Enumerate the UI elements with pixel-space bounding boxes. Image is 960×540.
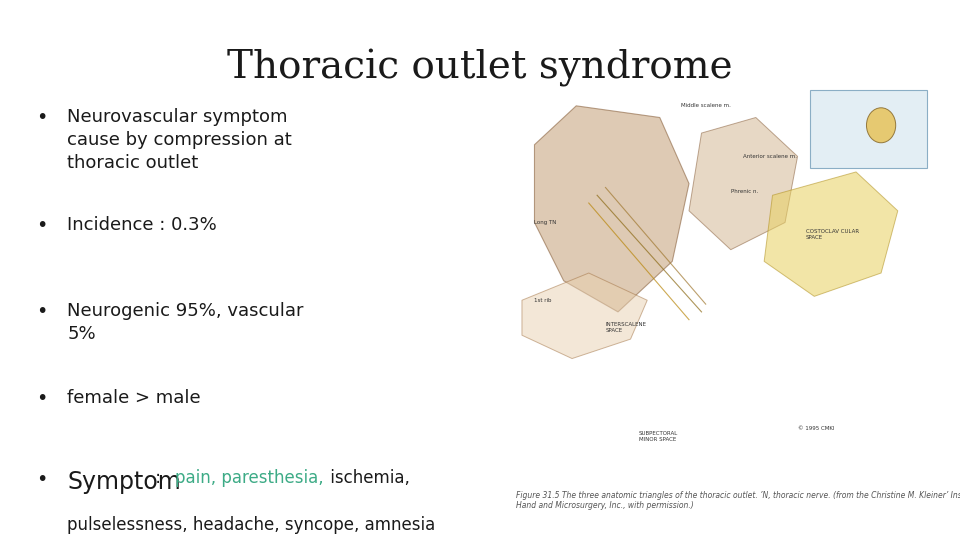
Polygon shape xyxy=(522,273,647,359)
Text: •: • xyxy=(36,302,48,321)
Text: •: • xyxy=(36,470,48,489)
Text: 1st rib: 1st rib xyxy=(535,298,552,303)
Text: Anterior scalene m.: Anterior scalene m. xyxy=(743,154,797,159)
Text: Symptom: Symptom xyxy=(67,470,180,494)
Text: © 1995 CMKI: © 1995 CMKI xyxy=(798,426,834,431)
Text: pain, paresthesia,: pain, paresthesia, xyxy=(175,469,324,487)
FancyBboxPatch shape xyxy=(810,90,927,168)
Text: Neurogenic 95%, vascular
5%: Neurogenic 95%, vascular 5% xyxy=(67,302,303,343)
Polygon shape xyxy=(689,118,798,249)
Text: Incidence : 0.3%: Incidence : 0.3% xyxy=(67,216,217,234)
Text: ischemia,: ischemia, xyxy=(324,469,410,487)
Text: COSTOCLAV CULAR
SPACE: COSTOCLAV CULAR SPACE xyxy=(805,229,859,240)
Text: SUBPECTORAL
MINOR SPACE: SUBPECTORAL MINOR SPACE xyxy=(639,431,678,442)
Text: Figure 31.5 The three anatomic triangles of the thoracic outlet. ’N, thoracic ne: Figure 31.5 The three anatomic triangles… xyxy=(516,491,960,510)
Text: pulselessness, headache, syncope, amnesia: pulselessness, headache, syncope, amnesi… xyxy=(67,516,436,534)
Text: •: • xyxy=(36,216,48,235)
Text: Thoracic outlet syndrome: Thoracic outlet syndrome xyxy=(228,49,732,86)
Ellipse shape xyxy=(867,108,896,143)
Text: Long TN: Long TN xyxy=(535,220,557,225)
Text: Neurovascular symptom
cause by compression at
thoracic outlet: Neurovascular symptom cause by compressi… xyxy=(67,108,292,172)
Text: •: • xyxy=(36,389,48,408)
Text: INTERSCALENE
SPACE: INTERSCALENE SPACE xyxy=(606,322,646,333)
Text: female > male: female > male xyxy=(67,389,201,407)
Text: Middle scalene m.: Middle scalene m. xyxy=(681,103,731,109)
Polygon shape xyxy=(764,172,898,296)
Text: •: • xyxy=(36,108,48,127)
Text: :: : xyxy=(150,469,166,487)
Text: Phrenic n.: Phrenic n. xyxy=(731,189,758,194)
Polygon shape xyxy=(535,106,689,312)
